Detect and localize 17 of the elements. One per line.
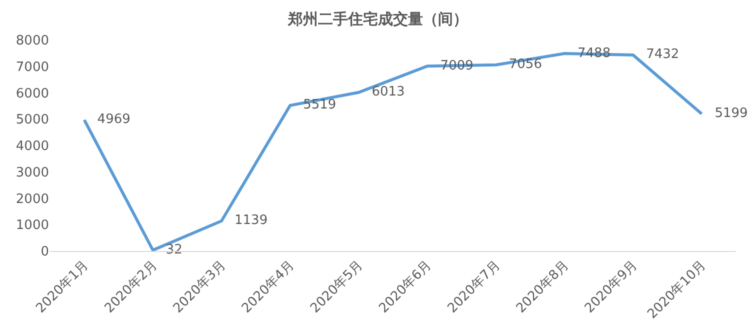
data-label: 1139 [222,213,268,228]
y-tick-label: 7000 [16,60,49,75]
y-tick-label: 0 [40,244,49,260]
y-tick-label: 2000 [16,192,49,207]
data-label: 4969 [84,112,130,128]
data-label: 7432 [633,47,680,62]
y-tick-label: 8000 [16,34,49,49]
y-tick-label: 1000 [16,218,49,234]
data-label: 7056 [496,57,542,72]
data-label: 6013 [358,84,405,100]
y-tick-label: 4000 [16,139,49,154]
chart-title: 郑州二手住宅成交量（间） [287,10,468,28]
data-label: 5199 [702,106,748,122]
y-tick-label: 6000 [16,86,49,102]
y-tick-label: 5000 [16,112,49,128]
y-tick-label: 3000 [16,165,49,180]
data-label: 5519 [290,98,336,113]
